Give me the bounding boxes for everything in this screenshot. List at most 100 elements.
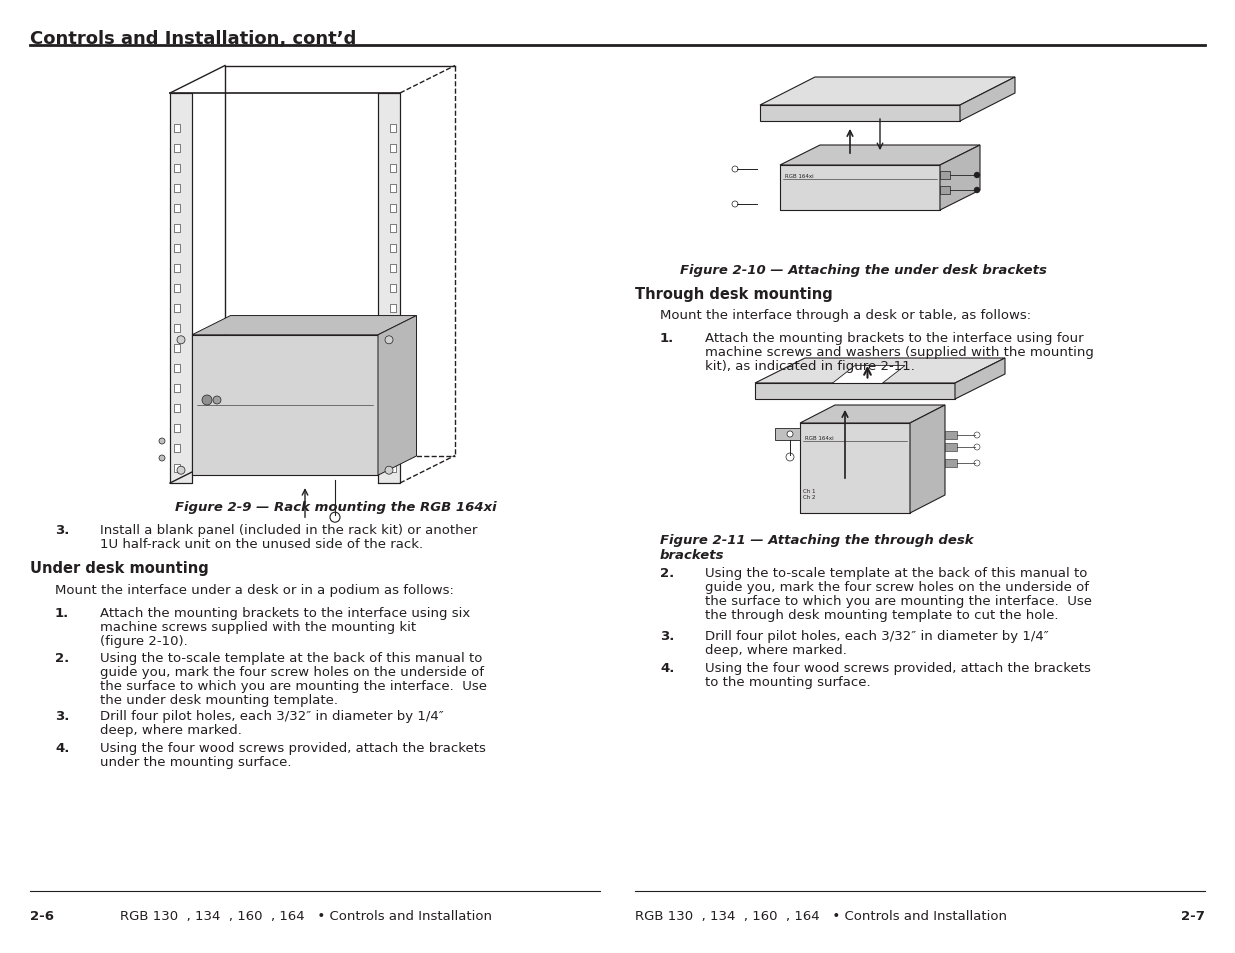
Bar bbox=[390, 225, 396, 233]
Text: Using the four wood screws provided, attach the brackets: Using the four wood screws provided, att… bbox=[705, 661, 1091, 675]
Text: Mount the interface under a desk or in a podium as follows:: Mount the interface under a desk or in a… bbox=[56, 583, 454, 597]
Bar bbox=[390, 125, 396, 132]
Circle shape bbox=[974, 460, 981, 467]
Polygon shape bbox=[830, 366, 905, 386]
Polygon shape bbox=[781, 146, 981, 166]
Circle shape bbox=[177, 467, 185, 475]
Polygon shape bbox=[940, 146, 981, 211]
Bar bbox=[390, 464, 396, 473]
Circle shape bbox=[974, 433, 981, 438]
Text: 3.: 3. bbox=[56, 523, 69, 537]
Bar bbox=[174, 325, 180, 333]
Polygon shape bbox=[776, 429, 800, 440]
Bar bbox=[174, 424, 180, 433]
Text: Using the four wood screws provided, attach the brackets: Using the four wood screws provided, att… bbox=[100, 741, 485, 754]
Text: 2.: 2. bbox=[56, 651, 69, 664]
Bar bbox=[390, 245, 396, 253]
Bar bbox=[174, 405, 180, 413]
Polygon shape bbox=[191, 316, 416, 335]
Bar bbox=[390, 205, 396, 213]
Bar bbox=[174, 285, 180, 293]
Text: 1.: 1. bbox=[659, 332, 674, 345]
Text: 3.: 3. bbox=[659, 629, 674, 642]
Text: under the mounting surface.: under the mounting surface. bbox=[100, 755, 291, 768]
Text: RGB 164xi: RGB 164xi bbox=[805, 436, 834, 440]
Text: Attach the mounting brackets to the interface using four: Attach the mounting brackets to the inte… bbox=[705, 332, 1083, 345]
Circle shape bbox=[212, 396, 221, 405]
Text: Under desk mounting: Under desk mounting bbox=[30, 560, 209, 576]
Bar bbox=[390, 305, 396, 313]
Polygon shape bbox=[760, 106, 960, 122]
Text: the under desk mounting template.: the under desk mounting template. bbox=[100, 693, 338, 706]
Polygon shape bbox=[955, 358, 1005, 399]
Bar bbox=[174, 225, 180, 233]
Text: Figure 2-11 — Attaching the through desk: Figure 2-11 — Attaching the through desk bbox=[659, 534, 973, 546]
Bar bbox=[390, 265, 396, 273]
Bar bbox=[390, 424, 396, 433]
Polygon shape bbox=[910, 406, 945, 514]
Circle shape bbox=[974, 172, 981, 179]
Text: deep, where marked.: deep, where marked. bbox=[100, 723, 242, 737]
Polygon shape bbox=[940, 172, 950, 180]
Text: Using the to-scale template at the back of this manual to: Using the to-scale template at the back … bbox=[705, 566, 1087, 579]
Text: brackets: brackets bbox=[659, 548, 725, 561]
Text: Install a blank panel (included in the rack kit) or another: Install a blank panel (included in the r… bbox=[100, 523, 478, 537]
Text: 2-6: 2-6 bbox=[30, 909, 54, 923]
Bar bbox=[174, 345, 180, 353]
Polygon shape bbox=[755, 384, 955, 399]
Text: kit), as indicated in figure 2-11.: kit), as indicated in figure 2-11. bbox=[705, 359, 915, 373]
Bar bbox=[174, 464, 180, 473]
Text: Figure 2-10 — Attaching the under desk brackets: Figure 2-10 — Attaching the under desk b… bbox=[680, 264, 1047, 276]
Bar bbox=[390, 325, 396, 333]
Bar bbox=[174, 205, 180, 213]
Bar bbox=[174, 185, 180, 193]
Text: Through desk mounting: Through desk mounting bbox=[635, 287, 832, 302]
Text: machine screws and washers (supplied with the mounting: machine screws and washers (supplied wit… bbox=[705, 346, 1094, 358]
Circle shape bbox=[385, 336, 393, 344]
Bar bbox=[945, 432, 957, 439]
Text: 1U half-rack unit on the unused side of the rack.: 1U half-rack unit on the unused side of … bbox=[100, 537, 424, 551]
Text: RGB 164xi: RGB 164xi bbox=[785, 173, 814, 179]
Bar bbox=[945, 459, 957, 468]
Text: 2.: 2. bbox=[659, 566, 674, 579]
Text: 3.: 3. bbox=[56, 709, 69, 722]
Text: Drill four pilot holes, each 3/32″ in diameter by 1/4″: Drill four pilot holes, each 3/32″ in di… bbox=[100, 709, 443, 722]
Bar bbox=[390, 185, 396, 193]
Bar bbox=[174, 245, 180, 253]
Bar bbox=[390, 444, 396, 453]
Text: guide you, mark the four screw holes on the underside of: guide you, mark the four screw holes on … bbox=[100, 665, 484, 679]
Polygon shape bbox=[760, 78, 1015, 106]
Circle shape bbox=[203, 395, 212, 406]
Text: 4.: 4. bbox=[56, 741, 69, 754]
Polygon shape bbox=[378, 316, 416, 476]
Polygon shape bbox=[940, 187, 950, 194]
Bar bbox=[174, 125, 180, 132]
Circle shape bbox=[974, 188, 981, 193]
Bar bbox=[390, 365, 396, 373]
Text: RGB 130  , 134  , 160  , 164   • Controls and Installation: RGB 130 , 134 , 160 , 164 • Controls and… bbox=[120, 909, 492, 923]
Bar bbox=[174, 165, 180, 172]
Text: 1.: 1. bbox=[56, 606, 69, 619]
Text: Controls and Installation, cont’d: Controls and Installation, cont’d bbox=[30, 30, 357, 48]
Bar bbox=[390, 285, 396, 293]
Text: Attach the mounting brackets to the interface using six: Attach the mounting brackets to the inte… bbox=[100, 606, 471, 619]
Circle shape bbox=[330, 513, 340, 522]
Bar bbox=[174, 145, 180, 152]
Text: (figure 2-10).: (figure 2-10). bbox=[100, 635, 188, 647]
Text: Mount the interface through a desk or table, as follows:: Mount the interface through a desk or ta… bbox=[659, 309, 1031, 322]
Text: to the mounting surface.: to the mounting surface. bbox=[705, 676, 871, 688]
Text: guide you, mark the four screw holes on the underside of: guide you, mark the four screw holes on … bbox=[705, 580, 1089, 594]
Bar bbox=[390, 165, 396, 172]
Bar bbox=[945, 443, 957, 452]
Text: the surface to which you are mounting the interface.  Use: the surface to which you are mounting th… bbox=[100, 679, 487, 692]
Circle shape bbox=[785, 454, 794, 461]
Polygon shape bbox=[800, 406, 945, 423]
Text: Using the to-scale template at the back of this manual to: Using the to-scale template at the back … bbox=[100, 651, 483, 664]
Circle shape bbox=[974, 444, 981, 451]
Bar bbox=[174, 385, 180, 393]
Text: Figure 2-9 — Rack mounting the RGB 164xi: Figure 2-9 — Rack mounting the RGB 164xi bbox=[175, 500, 496, 514]
Bar bbox=[390, 345, 396, 353]
Bar bbox=[174, 444, 180, 453]
Polygon shape bbox=[960, 78, 1015, 122]
Text: 2-7: 2-7 bbox=[1181, 909, 1205, 923]
